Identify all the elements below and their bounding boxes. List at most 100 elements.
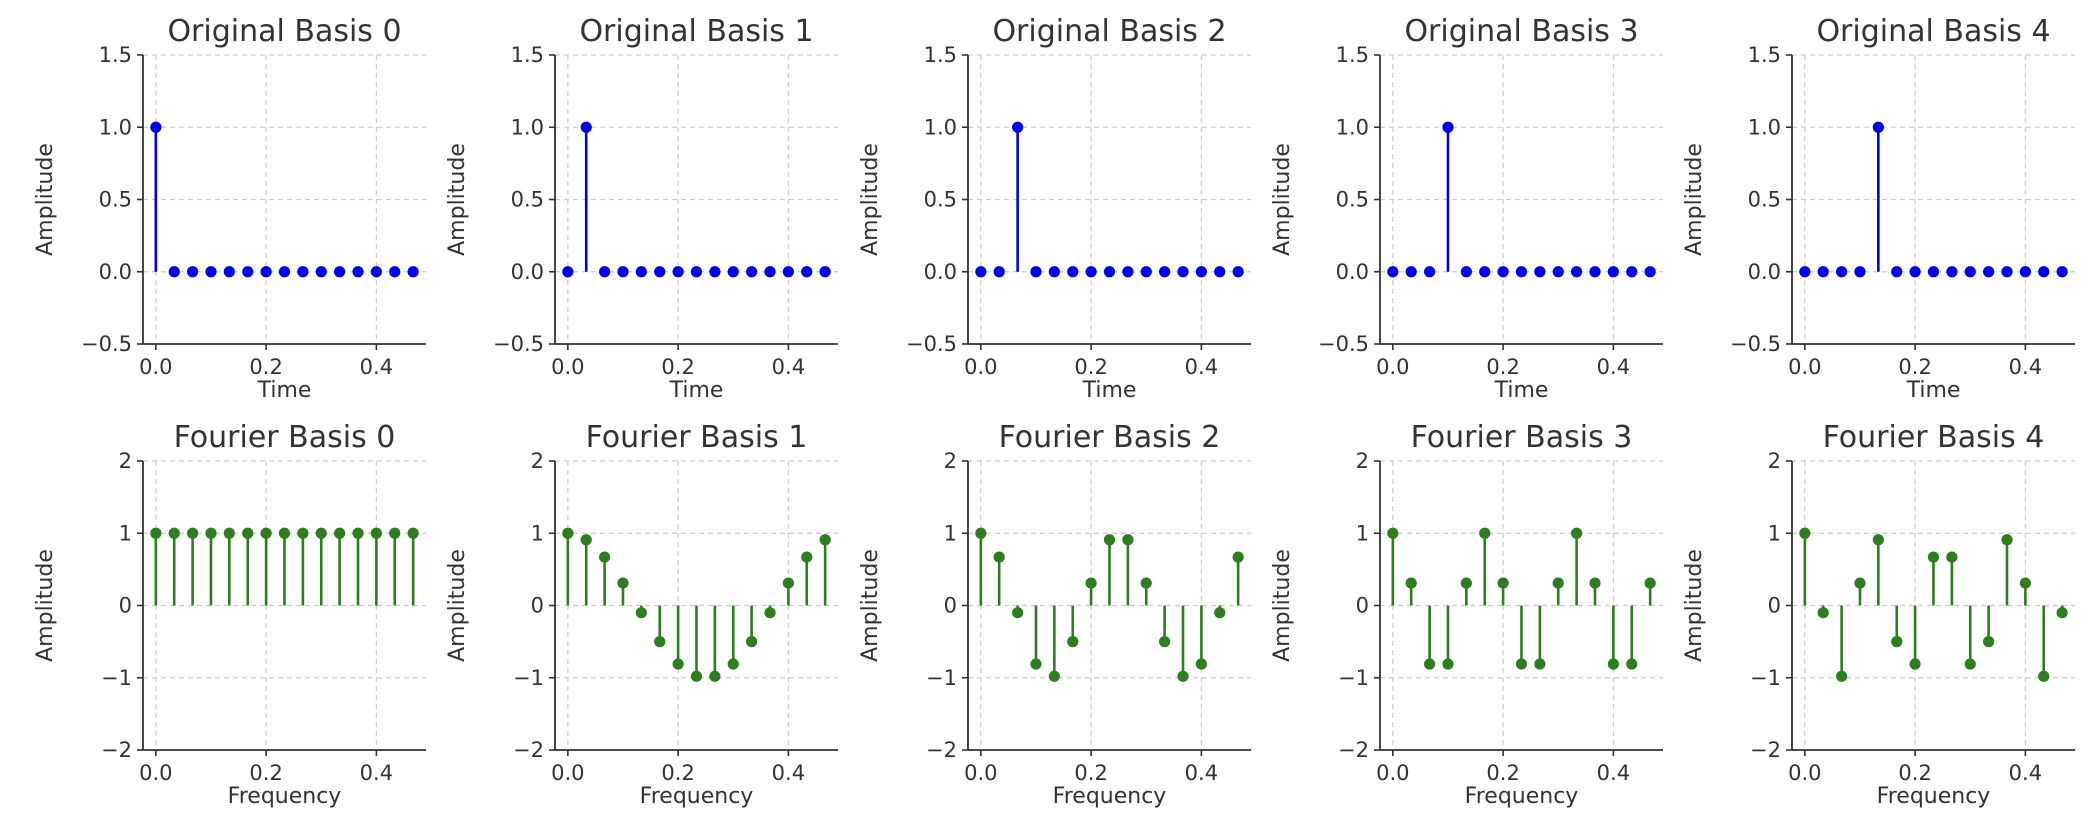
data-point <box>1946 551 1958 563</box>
x-tick-label: 0.0 <box>1788 355 1821 379</box>
data-point <box>1644 577 1656 589</box>
x-tick-label: 0.2 <box>1898 761 1931 785</box>
data-point <box>150 121 162 133</box>
x-axis-label: Time <box>1906 378 1961 403</box>
y-axis-label: Amplitude <box>445 143 470 256</box>
data-point <box>2019 266 2031 278</box>
x-tick-label: 0.4 <box>2009 355 2042 379</box>
y-tick-label: 1.0 <box>511 115 544 139</box>
y-tick-label: 2 <box>1768 449 1781 473</box>
data-point <box>764 266 776 278</box>
data-point <box>370 527 382 539</box>
data-point <box>746 266 758 278</box>
data-point <box>1983 636 1995 648</box>
subplot-8: 0.0 0.2 0.4 −2 −1 0 1 2 Fourier Basis 3 Frequency… <box>1270 420 1663 809</box>
y-tick-label: −0.5 <box>1318 332 1369 356</box>
data-point <box>1854 577 1866 589</box>
data-point <box>1817 266 1829 278</box>
y-tick-label: 1.0 <box>99 115 132 139</box>
y-tick-label: −1 <box>926 666 957 690</box>
data-point <box>654 636 666 648</box>
data-point <box>1122 266 1134 278</box>
x-tick-label: 0.2 <box>249 761 282 785</box>
data-point <box>782 266 794 278</box>
data-point <box>993 551 1005 563</box>
data-point <box>562 527 574 539</box>
subplot-2: 0.0 0.2 0.4 −0.5 0.0 0.5 1.0 1.5 Original Basis … <box>858 14 1251 403</box>
y-axis-label: Amplitude <box>33 549 58 662</box>
data-point <box>1571 527 1583 539</box>
data-point <box>993 266 1005 278</box>
data-point <box>242 527 254 539</box>
data-point <box>2001 266 2013 278</box>
x-tick-label: 0.0 <box>1376 355 1409 379</box>
y-tick-label: 1.5 <box>99 43 132 67</box>
data-point <box>1836 670 1848 682</box>
y-tick-label: 0.5 <box>99 188 132 212</box>
subplot-0: 0.0 0.2 0.4 −0.5 0.0 0.5 1.0 1.5 Original Basis … <box>33 14 426 403</box>
data-point <box>1571 266 1583 278</box>
data-point <box>2001 534 2013 546</box>
data-point <box>315 527 327 539</box>
subplot-title: Fourier Basis 2 <box>999 420 1221 455</box>
data-point <box>150 527 162 539</box>
data-point <box>334 266 346 278</box>
x-axis-label: Time <box>669 378 724 403</box>
x-tick-label: 0.2 <box>1486 355 1519 379</box>
x-tick-label: 0.4 <box>1597 761 1630 785</box>
y-axis-label: Amplitude <box>1682 549 1707 662</box>
data-point <box>1964 266 1976 278</box>
data-point <box>819 266 831 278</box>
subplot-title: Original Basis 4 <box>1816 14 2050 49</box>
x-tick-label: 0.0 <box>1788 761 1821 785</box>
subplot-title: Fourier Basis 4 <box>1823 420 2045 455</box>
data-point <box>1067 266 1079 278</box>
subplot-7: 0.0 0.2 0.4 −2 −1 0 1 2 Fourier Basis 2 Frequency… <box>858 420 1251 809</box>
data-point <box>1626 266 1638 278</box>
data-point <box>690 670 703 682</box>
data-point <box>1607 658 1619 670</box>
data-point <box>1909 658 1921 670</box>
y-tick-label: 2 <box>944 449 957 473</box>
y-tick-label: 1 <box>1768 521 1781 545</box>
data-point <box>1799 266 1811 278</box>
data-point <box>407 527 419 539</box>
y-tick-label: 1.5 <box>1336 43 1369 67</box>
subplot-9: 0.0 0.2 0.4 −2 −1 0 1 2 Fourier Basis 4 Frequency… <box>1682 420 2075 809</box>
data-point <box>690 266 703 278</box>
y-tick-label: 0.0 <box>99 260 132 284</box>
data-point <box>819 534 831 546</box>
data-point <box>599 266 611 278</box>
data-point <box>1159 266 1171 278</box>
y-tick-label: −1 <box>1750 666 1781 690</box>
data-point <box>1387 527 1399 539</box>
y-axis-label: Amplitude <box>1270 549 1295 662</box>
data-point <box>223 266 235 278</box>
y-tick-label: 1.0 <box>1748 115 1781 139</box>
x-tick-label: 0.0 <box>139 355 172 379</box>
y-tick-label: −1 <box>101 666 132 690</box>
x-tick-label: 0.0 <box>551 761 584 785</box>
data-point <box>1872 534 1884 546</box>
y-tick-label: −1 <box>1338 666 1369 690</box>
x-axis-label: Frequency <box>1877 784 1991 809</box>
y-axis-label: Amplitude <box>858 143 883 256</box>
data-point <box>1442 658 1454 670</box>
y-tick-label: 0.0 <box>924 260 957 284</box>
y-tick-label: 0.5 <box>511 188 544 212</box>
subplot-title: Fourier Basis 0 <box>174 420 396 455</box>
y-tick-label: 1.0 <box>1336 115 1369 139</box>
data-point <box>1103 534 1116 546</box>
x-tick-label: 0.2 <box>1074 355 1107 379</box>
y-tick-label: 2 <box>119 449 132 473</box>
x-tick-label: 0.2 <box>1486 761 1519 785</box>
y-tick-label: 0.5 <box>1748 188 1781 212</box>
data-point <box>1552 577 1564 589</box>
data-point <box>1232 266 1244 278</box>
data-point <box>1424 658 1436 670</box>
data-point <box>975 266 987 278</box>
data-point <box>1515 266 1528 278</box>
data-point <box>1085 577 1097 589</box>
y-tick-label: −2 <box>101 738 132 762</box>
